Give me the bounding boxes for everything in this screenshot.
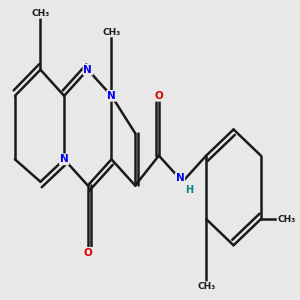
Text: N: N [176,173,184,183]
Text: O: O [83,248,92,258]
Text: N: N [107,91,116,101]
Text: CH₃: CH₃ [31,9,50,18]
Text: O: O [154,91,163,101]
Text: CH₃: CH₃ [197,282,215,291]
Text: CH₃: CH₃ [277,214,296,224]
Text: N: N [60,154,68,164]
Text: N: N [83,65,92,75]
Text: H: H [185,185,193,195]
Text: CH₃: CH₃ [102,28,121,37]
